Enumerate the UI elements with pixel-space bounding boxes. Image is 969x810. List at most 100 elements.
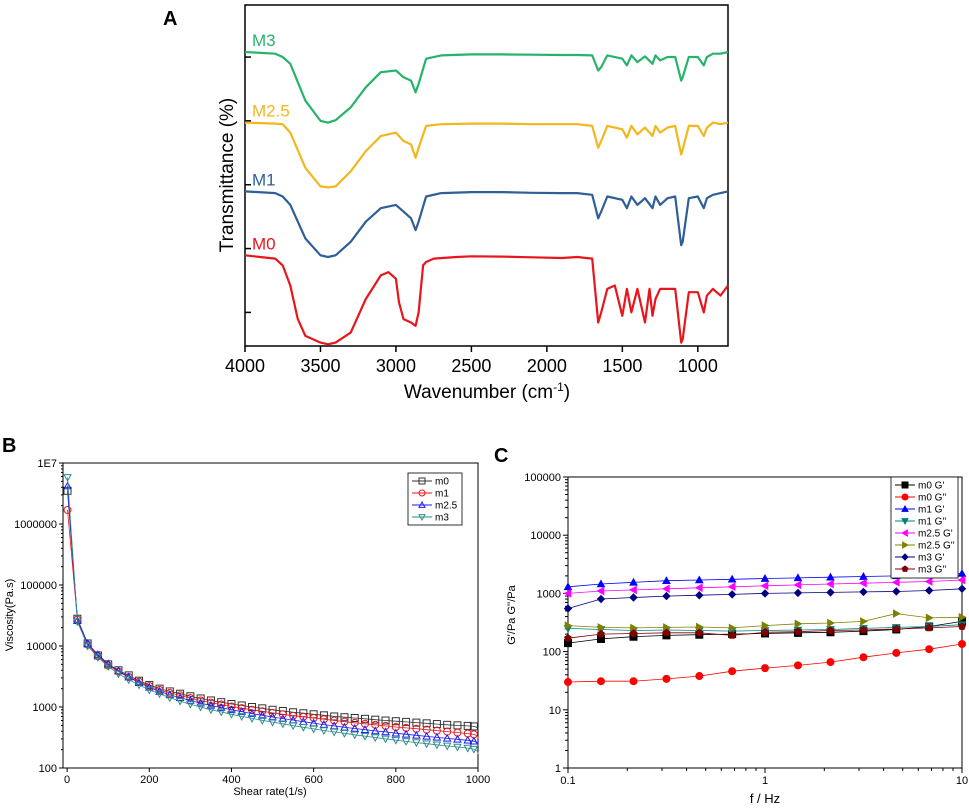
panel-a-letter: A [163, 8, 177, 30]
c-point-m2.5 G'' [860, 617, 868, 626]
b-point-m1 [176, 691, 185, 700]
panel-a-series-labels: M3 M2.5 M1 M0 [252, 31, 290, 253]
b-legend-marker [418, 477, 426, 485]
b-point-m3 [288, 722, 298, 731]
c-point-m1 G' [957, 568, 967, 577]
c-point-m2.5 G'' [761, 621, 770, 630]
c-legend-marker [901, 504, 909, 512]
b-point-m0 [391, 717, 400, 726]
c-y-tick-label: 1000 [537, 588, 561, 600]
c-point-m2.5 G'' [564, 621, 573, 630]
panel-a-y-ticks [245, 56, 251, 314]
c-point-m0 G'' [892, 648, 901, 657]
b-point-m3 [175, 697, 185, 706]
b-point-m2.5 [422, 731, 431, 740]
c-point-m3 G'' [925, 623, 934, 632]
c-point-m2.5 G' [694, 583, 703, 593]
c-legend-marker [900, 529, 908, 537]
c-point-m3 G'' [794, 627, 802, 636]
c-point-m0 G'' [662, 674, 671, 683]
c-x-tick-label: 0.1 [560, 775, 575, 787]
b-legend-label: m2.5 [435, 501, 458, 512]
b-point-m1 [258, 707, 267, 716]
panel-c-x-ticks: 0.1 1 10 [560, 768, 968, 787]
b-y-tick-label: 100 [39, 763, 57, 775]
panel-a-x-ticks: 4000 3500 3000 2500 2000 1500 1000 [225, 346, 718, 376]
b-point-m3 [309, 725, 318, 734]
c-point-m3 G' [662, 591, 671, 601]
b-point-m3 [83, 642, 93, 651]
b-point-m0 [196, 694, 205, 703]
b-point-m2.5 [463, 735, 473, 744]
b-point-m1 [299, 712, 308, 721]
c-legend-marker [901, 518, 909, 526]
c-point-m3 G'' [958, 622, 966, 630]
panel-a-spectra [244, 50, 729, 346]
c-point-m3 G' [563, 604, 573, 613]
panel-c-ylabel: G'/Pa G''/Pa [506, 584, 518, 644]
b-point-m1 [319, 715, 328, 724]
c-point-m3 G' [695, 591, 704, 600]
c-point-m2.5 G'' [696, 622, 704, 632]
b-point-m2.5 [469, 736, 479, 745]
panel-a-xlabel: Wavenumber (cm-1) [404, 380, 570, 403]
c-legend-marker [901, 553, 909, 561]
c-point-m2.5 G'' [597, 623, 606, 632]
c-point-m2.5 G'' [893, 609, 901, 618]
spectrum-M1 [244, 190, 729, 259]
b-point-m3 [319, 727, 329, 736]
b-point-m3 [124, 676, 134, 685]
b-point-m2.5 [442, 733, 452, 742]
b-point-m0 [227, 699, 236, 708]
b-legend-marker [418, 489, 426, 497]
c-point-m2.5 G' [727, 582, 736, 592]
spectrum-M2.5 [244, 121, 729, 189]
c-point-m0 G'' [925, 645, 934, 654]
b-point-m1 [330, 716, 339, 725]
b-point-m2.5 [237, 707, 247, 715]
b-point-m3 [165, 694, 175, 703]
b-point-m0 [340, 713, 349, 722]
c-point-m2.5 G'' [728, 623, 737, 633]
panel-b-letter: B [2, 435, 16, 457]
b-point-m3 [370, 734, 380, 743]
c-point-m3 G'' [826, 626, 835, 634]
b-point-m3 [257, 717, 267, 725]
b-point-m1 [350, 718, 359, 727]
panel-b-y-ticks: 100 1000 10000 100000 1000000 1E7 [14, 458, 63, 775]
b-point-m3 [381, 735, 390, 744]
b-point-m3 [63, 474, 72, 482]
c-legend-label: m3 G'' [918, 565, 946, 576]
b-y-tick-label: 10000 [26, 641, 57, 653]
b-point-m2.5 [381, 727, 390, 736]
spectrum-M3 [244, 50, 729, 124]
b-point-m0 [206, 696, 215, 705]
c-point-m0 G'' [859, 653, 868, 662]
b-point-m3 [299, 723, 308, 732]
b-x-tick-label: 800 [387, 774, 405, 786]
b-point-m3 [340, 730, 349, 738]
series-label-M2.5: M2.5 [252, 102, 290, 121]
b-point-m2.5 [63, 481, 72, 490]
c-legend-marker [901, 493, 909, 501]
b-point-m2.5 [370, 726, 380, 735]
c-point-m3 G' [826, 588, 835, 597]
b-point-m0 [469, 722, 478, 731]
b-point-m2.5 [453, 734, 462, 743]
c-point-m2.5 G' [891, 577, 900, 587]
b-point-m2.5 [360, 725, 370, 733]
b-legend-label: m3 [435, 513, 449, 524]
c-point-m2.5 G' [858, 578, 867, 588]
c-point-m3 G' [924, 586, 934, 595]
c-point-m3 G' [892, 587, 901, 596]
c-point-m1 G' [662, 576, 671, 585]
b-point-m3 [103, 663, 113, 672]
c-legend-label: m0 G'' [918, 493, 946, 504]
b-legend-label: m0 [435, 477, 449, 488]
c-legend-marker [901, 565, 909, 572]
b-point-m3 [196, 703, 205, 712]
c-point-m1 G' [793, 573, 803, 582]
c-point-m0 G'' [958, 640, 966, 649]
b-point-m1 [104, 661, 113, 670]
c-point-m2.5 G' [760, 581, 769, 591]
